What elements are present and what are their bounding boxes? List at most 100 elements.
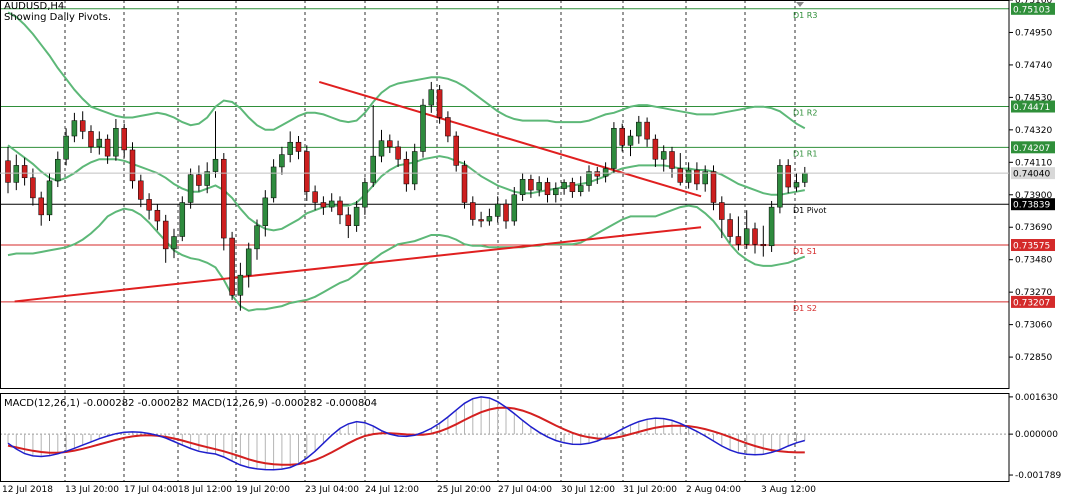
y-tick-label: 0.74740 <box>1015 61 1052 71</box>
x-tick-label: 31 Jul 20:00 <box>623 485 677 495</box>
bear-candle <box>88 131 94 148</box>
bull-candle <box>328 200 335 208</box>
macd-y-tick-label: 0.001630 <box>1015 393 1058 403</box>
bear-candle <box>594 171 601 177</box>
trendline-upper <box>318 80 702 198</box>
bear-candle <box>569 182 576 192</box>
bear-candle <box>38 197 44 216</box>
y-tick-label: 0.73690 <box>1015 223 1052 233</box>
bull-candle <box>793 182 800 188</box>
level-price-tag: 0.73207 <box>1013 298 1050 308</box>
bear-candle <box>146 199 152 211</box>
bear-candle <box>544 182 551 196</box>
bear-candle <box>719 202 725 220</box>
y-tick-label: 0.74530 <box>1015 93 1052 103</box>
bull-candle <box>370 155 376 183</box>
bull-candle <box>494 203 501 217</box>
bull-candle <box>411 151 418 185</box>
bear-candle <box>445 117 451 137</box>
trendline-lower <box>14 226 702 303</box>
bear-candle <box>785 165 791 188</box>
price-tags: 0.75103 0.74471 0.74207 0.73839 0.73575 0.732… <box>0 2 1055 308</box>
bear-candle <box>735 236 742 245</box>
bear-candle <box>710 171 717 203</box>
x-tick-label: 19 Jul 20:00 <box>236 485 290 495</box>
bull-candle <box>685 169 692 183</box>
bear-candle <box>395 146 401 160</box>
bull-candle <box>212 158 219 172</box>
current-price-tag-bg <box>1011 167 1055 180</box>
x-tick-label: 23 Jul 04:00 <box>305 485 359 495</box>
bear-candle <box>30 177 36 199</box>
bear-candle <box>154 209 161 222</box>
y-tick-label: 0.73900 <box>1015 191 1052 201</box>
macd-label: MACD(12,26,1) -0.000282 -0.000282 MACD(1… <box>4 398 378 409</box>
bear-candle <box>104 138 111 157</box>
bull-candle <box>63 135 69 160</box>
bear-candle <box>337 200 343 216</box>
bear-candle <box>21 165 28 179</box>
macd-main-line <box>7 396 806 471</box>
bull-candle <box>636 121 642 137</box>
bear-candle <box>403 158 410 185</box>
bear-candle <box>129 149 136 182</box>
bull-candle <box>179 202 186 237</box>
bull-candle <box>660 151 667 160</box>
bull-candle <box>113 128 119 157</box>
x-tick-label: 25 Jul 20:00 <box>437 485 491 495</box>
level-price-tag-bg <box>1011 198 1055 211</box>
bear-candle <box>229 237 235 296</box>
pivots-caption: Showing Daily Pivots. <box>4 12 112 23</box>
pivot-level-name: D1 Pivot <box>793 206 826 215</box>
bear-candle <box>387 140 393 148</box>
pivot-level-name: D1 R3 <box>793 11 817 20</box>
x-tick-label: 17 Jul 04:00 <box>124 485 178 495</box>
time-axis: 12 Jul 2018 13 Jul 20:00 17 Jul 04:00 18 Ju… <box>2 485 816 495</box>
level-price-tag: 0.73839 <box>1013 201 1050 211</box>
bull-candle <box>536 182 542 191</box>
x-tick-label: 27 Jul 04:00 <box>498 485 552 495</box>
bull-candle <box>245 248 252 276</box>
bull-candle <box>627 135 634 146</box>
x-tick-label: 18 Jul 12:00 <box>178 485 232 495</box>
x-tick-label: 3 Aug 12:00 <box>761 485 816 495</box>
bull-candle <box>13 165 20 183</box>
bull-candle <box>428 89 435 106</box>
bull-candle <box>287 141 293 155</box>
bull-candle <box>519 179 526 196</box>
bear-candle <box>478 219 484 222</box>
x-tick-label: 12 Jul 2018 <box>2 485 53 495</box>
bull-candle <box>511 194 518 222</box>
bull-candle <box>577 185 584 192</box>
bear-candle <box>121 128 127 151</box>
bull-candle <box>187 174 194 203</box>
bear-candle <box>436 89 443 118</box>
bear-candle <box>162 220 169 250</box>
bear-candle <box>619 128 625 146</box>
bull-candle <box>486 216 493 222</box>
bear-candle <box>453 135 459 166</box>
bull-candle <box>768 206 775 247</box>
bull-candle <box>743 228 750 245</box>
bull-candle <box>553 188 559 196</box>
level-price-tag-bg <box>1011 141 1055 154</box>
bollinger-upper-band <box>7 11 806 131</box>
pivot-level-name: D1 R1 <box>793 149 817 158</box>
y-tick-label: 0.73270 <box>1015 288 1052 298</box>
macd-y-tick-label: -0.001789 <box>1015 471 1061 481</box>
bull-candle <box>270 166 277 199</box>
bull-candle <box>602 168 609 177</box>
level-price-tag-bg <box>1011 2 1055 15</box>
shift-marker-icon[interactable] <box>796 2 804 7</box>
trendlines <box>14 80 702 303</box>
y-tick-label: 0.72850 <box>1015 353 1052 363</box>
bear-candle <box>5 160 11 183</box>
pivot-level-name: D1 S1 <box>793 247 817 256</box>
y-tick-label: 0.74950 <box>1015 28 1052 38</box>
bull-candle <box>802 172 808 183</box>
y-tick-label: 0.74110 <box>1015 158 1052 168</box>
bear-candle <box>760 243 767 247</box>
macd-signal-line <box>7 406 805 466</box>
